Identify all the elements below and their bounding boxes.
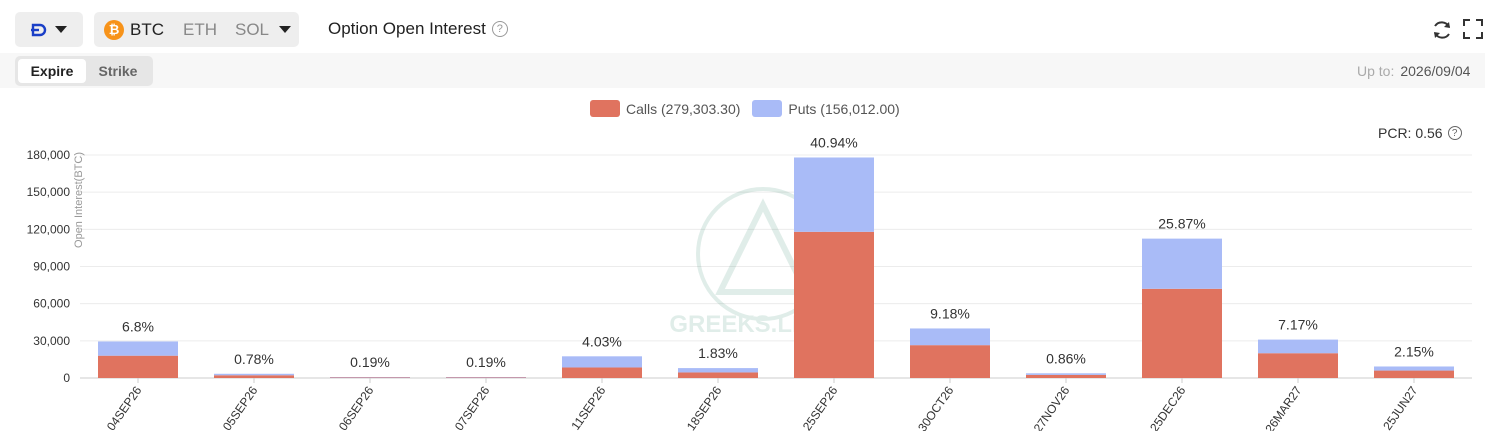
- legend-label-puts: Puts (156,012.00): [788, 100, 900, 117]
- help-icon[interactable]: ?: [491, 21, 508, 37]
- x-tick-label-06SEP26: 06SEP26: [336, 383, 377, 431]
- x-tick-label-25DEC26: 25DEC26: [1147, 383, 1188, 431]
- y-axis: 0 30,000 60,000 90,000 120,000 150,000 180,000: [27, 148, 71, 385]
- data-label-26MAR27: 7.17%: [1278, 317, 1318, 333]
- bar-puts-25DEC26: [1142, 238, 1222, 289]
- tab-expire[interactable]: Expire: [18, 59, 86, 83]
- exchange-selector[interactable]: [15, 12, 83, 47]
- data-label-25DEC26: 25.87%: [1158, 216, 1205, 232]
- view-tabs: Expire Strike: [15, 56, 153, 86]
- bar-calls-26MAR27: [1258, 353, 1338, 378]
- sub-toolbar: [0, 53, 1485, 88]
- fullscreen-icon[interactable]: [1463, 19, 1483, 39]
- x-tick-label-05SEP26: 05SEP26: [220, 383, 261, 431]
- bar-puts-06SEP26: [330, 377, 410, 378]
- up-to-value: 2026/09/04: [1400, 63, 1471, 79]
- x-tick-label-11SEP26: 11SEP26: [568, 383, 608, 431]
- y-tick-label: 180,000: [27, 148, 71, 162]
- pcr-indicator: PCR: 0.56 ?: [1378, 125, 1462, 141]
- up-to-label: Up to:: [1357, 63, 1395, 79]
- y-axis-label: Open Interest(BTC): [73, 152, 85, 248]
- asset-btc[interactable]: BTC: [130, 19, 164, 39]
- bar-calls-07SEP26: [446, 377, 526, 378]
- deribit-logo-icon: [31, 23, 47, 36]
- asset-eth[interactable]: ETH: [183, 19, 217, 39]
- asset-sol[interactable]: SOL: [235, 19, 270, 39]
- y-tick-label: 90,000: [33, 260, 70, 274]
- bar-puts-11SEP26: [562, 356, 642, 368]
- bar-puts-04SEP26: [98, 341, 178, 356]
- data-label-04SEP26: 6.8%: [122, 318, 154, 334]
- data-label-27NOV26: 0.86%: [1046, 350, 1086, 366]
- legend-swatch-puts: [752, 100, 783, 117]
- page-title: Option Open Interest ?: [328, 19, 508, 39]
- data-label-06SEP26: 0.19%: [350, 354, 390, 370]
- data-label-30OCT26: 9.18%: [930, 305, 970, 321]
- refresh-icon[interactable]: [1431, 19, 1453, 41]
- bar-calls-06SEP26: [330, 377, 410, 378]
- x-tick-label-25JUN27: 25JUN27: [1380, 383, 1420, 431]
- help-icon[interactable]: ?: [1447, 126, 1462, 140]
- asset-selector[interactable]: ₿ BTC ETH SOL: [94, 12, 299, 47]
- y-tick-label: 60,000: [33, 297, 70, 311]
- tab-strike[interactable]: Strike: [98, 63, 138, 79]
- bar-puts-18SEP26: [678, 368, 758, 373]
- grid-lines: [80, 154, 1472, 379]
- bar-calls-25SEP26: [794, 231, 874, 378]
- bar-calls-25DEC26: [1142, 288, 1222, 378]
- x-tick-label-30OCT26: 30OCT26: [915, 383, 956, 431]
- x-axis: 04SEP26 05SEP26 06SEP26 07SEP26 11SEP26 18SEP…: [104, 378, 1421, 431]
- bitcoin-icon: ₿: [104, 19, 124, 40]
- bar-puts-27NOV26: [1026, 373, 1106, 375]
- data-label-18SEP26: 1.83%: [698, 345, 738, 361]
- bar-calls-11SEP26: [562, 367, 642, 378]
- up-to-date: Up to: 2026/09/04: [1357, 63, 1470, 79]
- bar-puts-25SEP26: [794, 157, 874, 232]
- bars: 6.8% 0.78% 0.19% 0.19% 4.03% 1.83% 40.94% 9.18%…: [98, 134, 1454, 378]
- bar-calls-25JUN27: [1374, 370, 1454, 378]
- legend-item-puts[interactable]: Puts (156,012.00): [752, 100, 900, 117]
- chevron-down-icon[interactable]: [279, 26, 292, 33]
- y-tick-label: 150,000: [27, 185, 71, 199]
- bar-calls-05SEP26: [214, 375, 294, 378]
- x-tick-label-04SEP26: 04SEP26: [104, 383, 145, 431]
- x-tick-label-18SEP26: 18SEP26: [684, 383, 725, 431]
- x-tick-label-26MAR27: 26MAR27: [1262, 383, 1304, 431]
- bar-puts-05SEP26: [214, 373, 294, 376]
- legend: Calls (279,303.30) Puts (156,012.00): [590, 100, 912, 117]
- legend-label-calls: Calls (279,303.30): [626, 100, 741, 117]
- pcr-label: PCR: 0.56: [1378, 125, 1443, 141]
- bar-calls-04SEP26: [98, 355, 178, 378]
- y-tick-label: 30,000: [33, 334, 70, 348]
- data-label-05SEP26: 0.78%: [234, 351, 274, 367]
- data-label-07SEP26: 0.19%: [466, 354, 506, 370]
- bar-calls-30OCT26: [910, 345, 990, 378]
- chevron-down-icon: [55, 26, 67, 33]
- legend-item-calls[interactable]: Calls (279,303.30): [590, 100, 740, 117]
- bar-puts-30OCT26: [910, 328, 990, 346]
- x-tick-label-07SEP26: 07SEP26: [452, 383, 493, 431]
- bar-puts-07SEP26: [446, 377, 526, 378]
- bar-puts-26MAR27: [1258, 339, 1338, 354]
- data-label-25SEP26: 40.94%: [810, 134, 857, 150]
- y-tick-label: 120,000: [27, 222, 71, 236]
- data-label-25JUN27: 2.15%: [1394, 343, 1434, 359]
- data-label-11SEP26: 4.03%: [582, 333, 622, 349]
- legend-swatch-calls: [590, 100, 620, 117]
- bar-puts-25JUN27: [1374, 366, 1454, 371]
- page-title-text: Option Open Interest: [328, 19, 486, 38]
- bar-calls-27NOV26: [1026, 374, 1106, 378]
- x-tick-label-25SEP26: 25SEP26: [800, 383, 841, 431]
- bar-calls-18SEP26: [678, 372, 758, 378]
- y-tick-label: 0: [63, 371, 70, 385]
- x-tick-label-27NOV26: 27NOV26: [1031, 383, 1073, 431]
